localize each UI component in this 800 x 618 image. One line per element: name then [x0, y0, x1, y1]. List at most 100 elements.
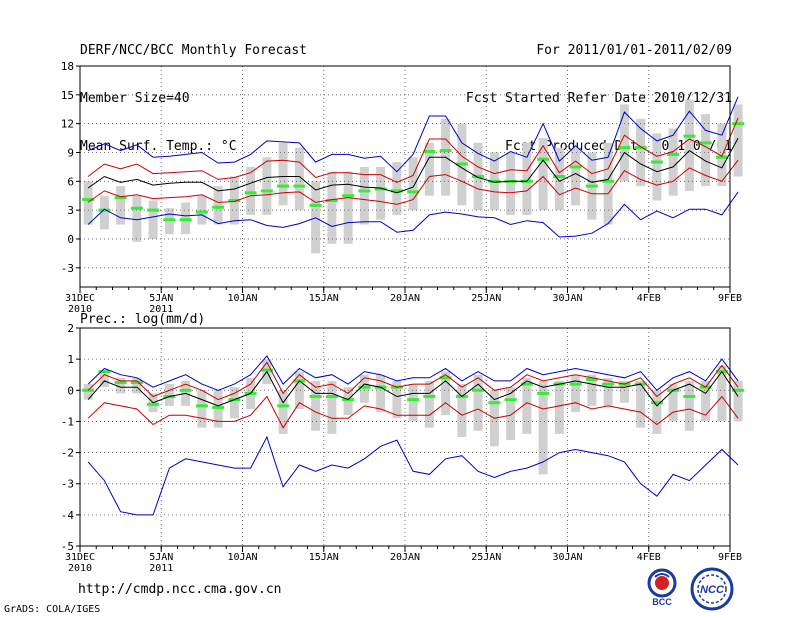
median-mark	[569, 165, 582, 169]
spread-box	[132, 195, 142, 242]
median-mark	[114, 196, 127, 200]
spread-box	[652, 390, 662, 434]
spread-box	[327, 380, 337, 434]
median-mark	[732, 388, 745, 392]
bcc-logo-core	[655, 576, 669, 590]
x-tick-year-label: 2011	[149, 563, 173, 574]
spread-box	[554, 147, 564, 211]
y-tick-label: 0	[67, 384, 74, 397]
median-mark	[98, 370, 111, 374]
median-mark	[325, 199, 338, 203]
source-url[interactable]: http://cmdp.ncc.cma.gov.cn	[78, 582, 282, 597]
series-min-line	[87, 191, 739, 238]
median-mark	[374, 187, 387, 191]
median-mark	[212, 405, 225, 409]
median-mark	[439, 376, 452, 380]
bcc-logo-text: BCC	[652, 597, 672, 607]
spread-box	[457, 384, 467, 437]
median-mark	[82, 198, 95, 202]
y-tick-label: -1	[61, 415, 74, 428]
median-mark	[309, 395, 322, 399]
spread-box	[213, 390, 223, 428]
median-mark	[683, 395, 696, 399]
median-mark	[602, 179, 615, 183]
median-mark	[634, 146, 647, 150]
spread-box	[668, 384, 678, 422]
x-tick-label: 5JAN	[149, 552, 173, 563]
spread-box	[473, 374, 483, 431]
median-mark	[114, 381, 127, 384]
x-tick-year-label: 2011	[149, 304, 173, 315]
spread-box	[701, 114, 711, 187]
spread-box	[294, 147, 304, 211]
median-mark	[732, 122, 745, 126]
y-tick-label: -3	[61, 478, 74, 491]
median-mark	[683, 134, 696, 138]
median-mark	[537, 157, 550, 161]
median-mark	[325, 395, 338, 399]
series-mean-line	[87, 137, 739, 194]
precip-title: Prec.: log(mm/d)	[80, 312, 205, 327]
median-mark	[472, 388, 485, 392]
median-mark	[212, 205, 225, 209]
x-tick-year-label: 2010	[68, 304, 92, 315]
spread-box	[717, 365, 727, 422]
spread-box	[668, 128, 678, 196]
median-mark	[228, 199, 241, 203]
spread-box	[684, 99, 694, 191]
x-tick-label: 15JAN	[309, 552, 339, 563]
spread-box	[538, 138, 548, 211]
median-mark	[147, 402, 160, 406]
median-mark	[439, 149, 452, 153]
x-tick-label: 31DEC	[65, 552, 95, 563]
median-mark	[390, 189, 403, 193]
spread-box	[603, 377, 613, 406]
ncc-logo: NCC	[690, 567, 734, 611]
spread-box	[733, 104, 743, 177]
series-upper-line	[87, 117, 739, 183]
spread-box	[538, 380, 548, 475]
spread-box	[83, 384, 93, 400]
median-mark	[358, 189, 371, 193]
x-tick-label: 9FEB	[718, 552, 742, 563]
spread-box	[246, 166, 256, 215]
spread-box	[116, 186, 126, 225]
spread-box	[571, 374, 581, 413]
y-tick-label: 2	[67, 322, 74, 335]
x-tick-label: 10JAN	[227, 552, 257, 563]
x-tick-label: 20JAN	[390, 552, 420, 563]
median-mark	[342, 194, 355, 198]
spread-box	[733, 380, 743, 422]
spread-box	[522, 377, 532, 434]
spread-box	[408, 384, 418, 422]
spread-box	[506, 387, 516, 441]
grads-credit: GrADS: COLA/IGES	[4, 604, 101, 615]
median-mark	[147, 208, 160, 212]
median-mark	[130, 206, 143, 210]
bcc-logo-ring	[647, 568, 677, 598]
median-mark	[504, 398, 517, 402]
median-mark	[195, 404, 208, 408]
chart-title: DERF/NCC/BCC Monthly Forecast	[80, 43, 307, 58]
median-mark	[277, 184, 290, 188]
spread-box	[619, 104, 629, 182]
y-tick-label: 18	[61, 60, 74, 73]
median-mark	[488, 401, 501, 405]
x-tick-label: 20JAN	[390, 293, 420, 304]
median-mark	[293, 184, 306, 188]
median-mark	[602, 382, 615, 386]
median-mark	[585, 377, 598, 381]
x-tick-label: 30JAN	[552, 293, 582, 304]
spread-box	[294, 371, 304, 409]
spread-box	[229, 387, 239, 419]
spread-box	[278, 390, 288, 434]
spread-box	[343, 387, 353, 416]
bcc-logo: BCC	[647, 568, 677, 607]
spread-box	[359, 166, 369, 225]
spread-box	[262, 157, 272, 215]
x-tick-label: 25JAN	[471, 552, 501, 563]
x-tick-label: 10JAN	[227, 293, 257, 304]
x-tick-label: 31DEC	[65, 293, 95, 304]
median-mark	[537, 391, 550, 395]
